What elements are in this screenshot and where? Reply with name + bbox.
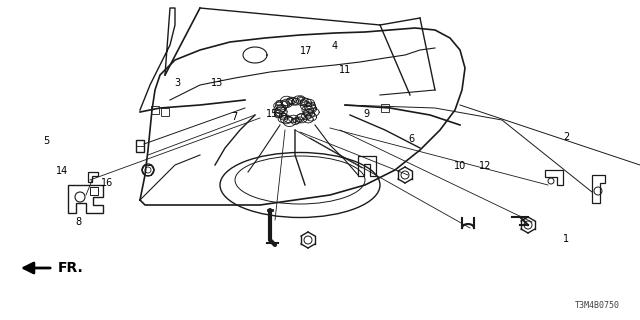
Text: 10: 10: [454, 161, 467, 171]
Text: 12: 12: [479, 161, 491, 171]
Text: 5: 5: [44, 136, 50, 146]
Text: 8: 8: [76, 217, 82, 228]
Text: 15: 15: [266, 108, 278, 119]
Text: 11: 11: [339, 65, 351, 75]
Text: 17: 17: [300, 45, 312, 56]
Text: 4: 4: [332, 41, 338, 52]
Text: 1: 1: [563, 234, 570, 244]
Text: 6: 6: [408, 134, 415, 144]
Text: 13: 13: [211, 77, 223, 88]
Text: 16: 16: [101, 178, 113, 188]
Text: T3M4B0750: T3M4B0750: [575, 301, 620, 310]
Text: 9: 9: [364, 108, 370, 119]
Text: 7: 7: [232, 112, 238, 122]
Text: 3: 3: [174, 77, 180, 88]
Text: FR.: FR.: [58, 261, 84, 275]
Text: 14: 14: [56, 166, 68, 176]
Text: 2: 2: [563, 132, 570, 142]
